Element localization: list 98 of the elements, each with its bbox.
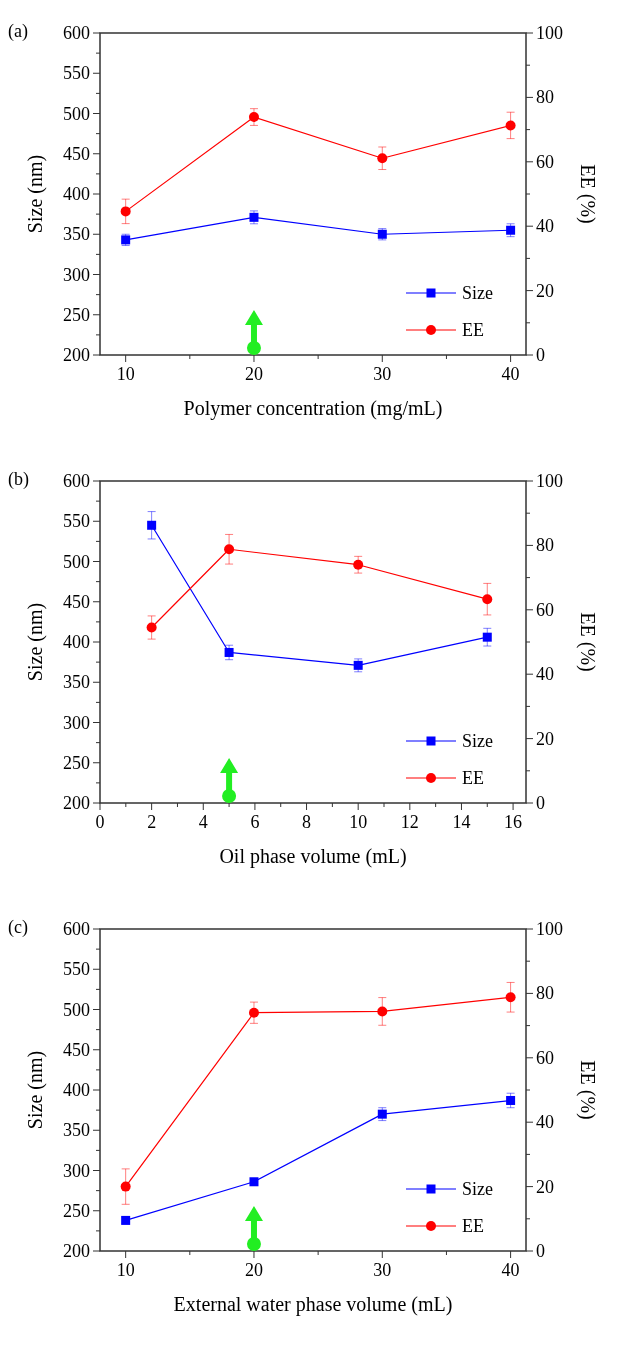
point [248, 1007, 259, 1018]
legend-label: Size [462, 283, 493, 303]
y-tick-label: 250 [63, 304, 90, 325]
x-tick-label: 10 [116, 1260, 135, 1280]
x-axis-title: Polymer concentration (mg/mL) [183, 397, 443, 420]
y-axis-title: Size (nm) [24, 1050, 47, 1130]
y-tick-label: 300 [63, 1160, 90, 1181]
point [377, 153, 388, 164]
x-tick-label: 6 [250, 812, 260, 832]
point [120, 1181, 131, 1192]
x-tick-label: 20 [244, 1260, 263, 1280]
chart-title: (b) [8, 469, 29, 490]
y2-tick-label: 60 [536, 599, 554, 620]
x-tick-label: 10 [349, 812, 368, 832]
y-tick-label: 200 [63, 793, 90, 813]
point [482, 632, 492, 642]
y-tick-label: 550 [63, 63, 90, 84]
x-tick-label: 0 [95, 812, 105, 832]
x-tick-label: 2 [147, 812, 157, 832]
chart-title: (a) [8, 21, 28, 42]
legend-label: Size [462, 1179, 493, 1199]
x-tick-label: 16 [504, 812, 523, 832]
point [505, 120, 516, 131]
x-tick-label: 10 [116, 364, 135, 384]
y-tick-label: 500 [63, 551, 90, 572]
y2-tick-label: 20 [536, 280, 554, 301]
point [249, 1177, 259, 1187]
point [224, 544, 235, 555]
y-tick-label: 600 [63, 23, 90, 43]
y2-tick-label: 80 [536, 983, 554, 1004]
point [224, 647, 234, 657]
y-tick-label: 400 [63, 1080, 90, 1100]
y2-tick-label: 40 [536, 216, 554, 237]
y-tick-label: 350 [63, 224, 90, 245]
point [121, 1215, 131, 1225]
point [353, 559, 364, 570]
point [146, 622, 157, 633]
y2-tick-label: 60 [536, 151, 554, 172]
y-tick-label: 550 [63, 511, 90, 532]
legend-label: Size [462, 731, 493, 751]
x-tick-label: 12 [400, 812, 419, 832]
y-tick-label: 200 [63, 345, 90, 365]
y-tick-label: 550 [63, 959, 90, 980]
y-axis-title: Size (nm) [24, 602, 47, 682]
y2-tick-label: 100 [536, 23, 563, 43]
y-tick-label: 250 [63, 752, 90, 773]
y-tick-label: 200 [63, 1241, 90, 1261]
x-tick-label: 40 [501, 364, 520, 384]
point [248, 112, 259, 123]
point [482, 594, 493, 605]
legend-label: EE [462, 320, 484, 340]
point [506, 1095, 516, 1105]
y-tick-label: 600 [63, 471, 90, 491]
y2-tick-label: 100 [536, 471, 563, 491]
y2-tick-label: 100 [536, 919, 563, 939]
x-tick-label: 30 [373, 364, 392, 384]
x-tick-label: 4 [198, 812, 208, 832]
chart-title: (c) [8, 917, 28, 938]
y2-tick-label: 20 [536, 1176, 554, 1197]
y2-tick-label: 80 [536, 87, 554, 108]
x-tick-label: 14 [452, 812, 471, 832]
y2-tick-label: 80 [536, 535, 554, 556]
y-tick-label: 500 [63, 999, 90, 1020]
y2-tick-label: 40 [536, 664, 554, 685]
point [120, 206, 131, 217]
y2-axis-title: EE (%) [576, 612, 599, 672]
y-tick-label: 450 [63, 1039, 90, 1060]
y2-tick-label: 60 [536, 1047, 554, 1068]
y-tick-label: 500 [63, 103, 90, 124]
y2-tick-label: 20 [536, 728, 554, 749]
y-tick-label: 450 [63, 143, 90, 164]
legend-label: EE [462, 1216, 484, 1236]
x-tick-label: 20 [244, 364, 263, 384]
point [377, 1006, 388, 1017]
x-axis-title: Oil phase volume (mL) [219, 845, 407, 868]
y2-tick-label: 0 [536, 345, 545, 365]
x-tick-label: 30 [373, 1260, 392, 1280]
y-tick-label: 250 [63, 1200, 90, 1221]
y-tick-label: 350 [63, 1120, 90, 1141]
y-tick-label: 400 [63, 632, 90, 652]
point [147, 520, 157, 530]
y-tick-label: 350 [63, 672, 90, 693]
y-tick-label: 400 [63, 184, 90, 204]
x-tick-label: 8 [302, 812, 312, 832]
legend-label: EE [462, 768, 484, 788]
y2-axis-title: EE (%) [576, 1060, 599, 1120]
y-tick-label: 300 [63, 264, 90, 285]
y-axis-title: Size (nm) [24, 154, 47, 234]
y-tick-label: 450 [63, 591, 90, 612]
x-tick-label: 40 [501, 1260, 520, 1280]
point [505, 992, 516, 1003]
x-axis-title: External water phase volume (mL) [173, 1293, 453, 1316]
y2-tick-label: 0 [536, 1241, 545, 1261]
y2-tick-label: 40 [536, 1112, 554, 1133]
y-tick-label: 300 [63, 712, 90, 733]
y2-tick-label: 0 [536, 793, 545, 813]
y-tick-label: 600 [63, 919, 90, 939]
y2-axis-title: EE (%) [576, 164, 599, 224]
